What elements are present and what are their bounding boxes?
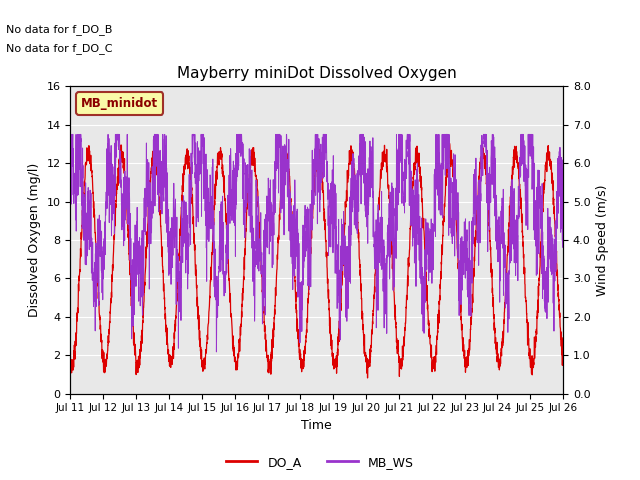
Legend: MB_minidot: MB_minidot [76, 92, 163, 115]
Text: No data for f_DO_B: No data for f_DO_B [6, 24, 113, 35]
Title: Mayberry miniDot Dissolved Oxygen: Mayberry miniDot Dissolved Oxygen [177, 66, 457, 81]
X-axis label: Time: Time [301, 419, 332, 432]
Text: No data for f_DO_C: No data for f_DO_C [6, 43, 113, 54]
Y-axis label: Dissolved Oxygen (mg/l): Dissolved Oxygen (mg/l) [28, 163, 41, 317]
Legend: DO_A, MB_WS: DO_A, MB_WS [221, 451, 419, 474]
Y-axis label: Wind Speed (m/s): Wind Speed (m/s) [596, 184, 609, 296]
